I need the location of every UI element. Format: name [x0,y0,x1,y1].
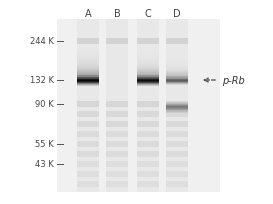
Text: C: C [145,9,151,19]
Text: D: D [173,9,181,19]
Text: 43 K: 43 K [35,160,54,169]
Text: 132 K: 132 K [30,76,54,85]
Text: B: B [114,9,120,19]
Text: 55 K: 55 K [35,140,54,149]
Text: p-Rb: p-Rb [222,76,245,86]
Text: 90 K: 90 K [35,100,54,109]
Text: A: A [85,9,91,19]
Text: 244 K: 244 K [30,37,54,46]
